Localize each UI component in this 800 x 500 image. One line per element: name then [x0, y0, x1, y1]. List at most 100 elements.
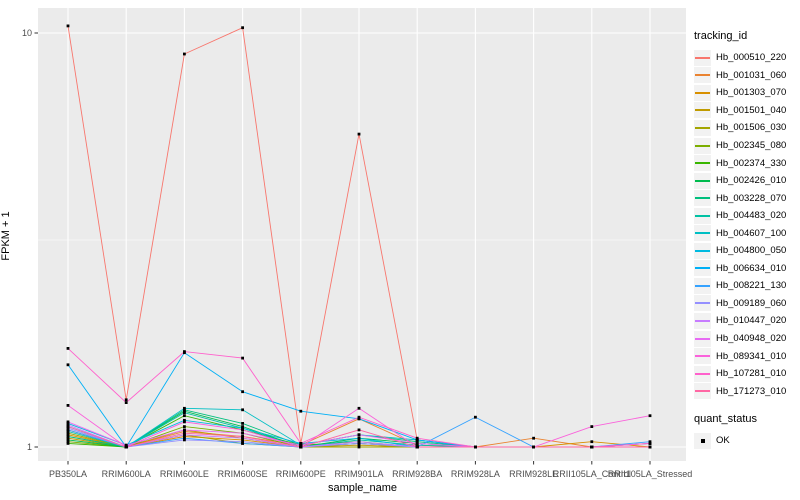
data-point [357, 406, 361, 410]
legend-title-tracking-id: tracking_id [694, 30, 748, 42]
data-point [415, 445, 419, 449]
quant-status-legend: quant_status OK [694, 413, 798, 450]
legend-item-Hb_001506_030: Hb_001506_030 [694, 119, 798, 137]
data-point [183, 433, 186, 437]
data-point [66, 24, 70, 28]
legend-item-label: Hb_001501_040 [716, 104, 787, 116]
data-point [241, 435, 244, 438]
legend-key-line [695, 179, 710, 182]
legend-item-label: Hb_004607_100 [716, 227, 787, 239]
legend-item-label: Hb_002345_080 [716, 140, 787, 151]
data-point [124, 401, 128, 404]
quant-item-label: OK [716, 435, 730, 447]
legend-key-line [695, 284, 710, 287]
legend-key-line [695, 249, 710, 252]
legend-item-label: Hb_006634_010 [716, 262, 787, 274]
legend-item-Hb_010447_020: Hb_010447_020 [694, 312, 798, 330]
legend-key-line [695, 319, 710, 322]
data-point [66, 404, 70, 407]
legend-item-Hb_009189_060: Hb_009189_060 [694, 295, 798, 313]
data-point [241, 408, 244, 412]
data-point [357, 436, 361, 440]
legend-item-label: Hb_089341_010 [716, 350, 787, 362]
data-point [241, 426, 244, 430]
legend-key-swatch [694, 277, 711, 294]
legend-key-line [695, 302, 710, 305]
legend-item-Hb_171273_010: Hb_171273_010 [694, 382, 798, 400]
data-point [357, 417, 361, 421]
legend-item-label: Hb_004483_020 [716, 210, 787, 222]
legend-item-Hb_000510_220: Hb_000510_220 [694, 49, 798, 67]
data-point [183, 431, 186, 435]
legend-item-label: Hb_001303_070 [716, 87, 787, 99]
legend-item-Hb_001501_040: Hb_001501_040 [694, 102, 798, 120]
data-point [66, 435, 70, 438]
data-point [590, 425, 594, 428]
data-point [299, 442, 303, 445]
legend-key-swatch [694, 260, 711, 277]
data-point [66, 442, 70, 445]
legend-key-swatch [694, 49, 711, 66]
data-point [183, 52, 186, 56]
legend-key-swatch [694, 365, 711, 382]
data-point [241, 26, 244, 30]
data-point [183, 418, 186, 422]
data-point [241, 438, 244, 442]
legend-key-line [695, 355, 710, 358]
x-axis-title: sample_name [327, 482, 398, 494]
legend-item-Hb_004607_100: Hb_004607_100 [694, 224, 798, 242]
legend-key-swatch [694, 330, 711, 347]
data-point [183, 428, 186, 432]
quant-legend-items: OK [694, 432, 798, 450]
data-point [590, 440, 594, 444]
data-point [357, 433, 361, 437]
data-point [299, 445, 303, 449]
legend-item-label: Hb_001506_030 [716, 122, 787, 134]
legend-key-line [695, 267, 710, 270]
legend-item-label: Hb_004800_050 [716, 245, 787, 257]
legend-item-Hb_004483_020: Hb_004483_020 [694, 207, 798, 225]
legend-key-swatch [694, 242, 711, 259]
y-axis-title: FPKM + 1 [0, 211, 12, 261]
data-point [66, 430, 70, 433]
data-point [415, 436, 419, 440]
data-point [241, 442, 244, 445]
legend-key-line [695, 232, 710, 235]
data-point [183, 406, 186, 410]
data-point [66, 438, 70, 442]
data-point [357, 415, 361, 419]
data-point [357, 443, 361, 447]
data-point [66, 431, 70, 435]
legend-key-swatch [694, 312, 711, 329]
x-tick-label-RRII105LA_Control: RRII105LA_Control [552, 469, 631, 479]
data-point [183, 425, 186, 428]
legend-item-label: Hb_000510_220 [716, 52, 787, 64]
legend-key-line [695, 162, 710, 165]
x-tick-label-PB350LA: PB350LA [48, 469, 88, 479]
x-tick-label-RRIM600LA: RRIM600LA [101, 469, 151, 479]
data-point [532, 436, 535, 440]
data-point [66, 426, 70, 430]
legend-key-swatch [694, 102, 711, 119]
legend-key-swatch [694, 155, 711, 172]
black-square-point-icon [700, 438, 705, 443]
x-tick-label-RRIM928LE: RRIM928LE [509, 469, 559, 479]
legend-key-line [695, 74, 710, 77]
legend: tracking_id Hb_000510_220 Hb_001031_060 Hb… [694, 30, 798, 449]
data-point [183, 436, 186, 440]
data-point [241, 428, 244, 432]
data-point [241, 440, 244, 444]
legend-item-label: Hb_002374_330 [716, 157, 787, 169]
legend-item-label: Hb_107281_010 [716, 368, 787, 380]
data-point [474, 415, 477, 419]
legend-item-Hb_040948_020: Hb_040948_020 [694, 330, 798, 348]
data-point [183, 438, 186, 442]
x-tick-label-RRIM901LA: RRIM901LA [334, 469, 384, 479]
legend-item-label: Hb_002426_010 [716, 175, 787, 187]
legend-item-Hb_002374_330: Hb_002374_330 [694, 154, 798, 172]
data-point [357, 445, 361, 449]
data-point [66, 423, 70, 427]
data-point [299, 443, 303, 447]
data-point [124, 445, 128, 449]
y-tick-label-10: 10 [21, 27, 32, 38]
